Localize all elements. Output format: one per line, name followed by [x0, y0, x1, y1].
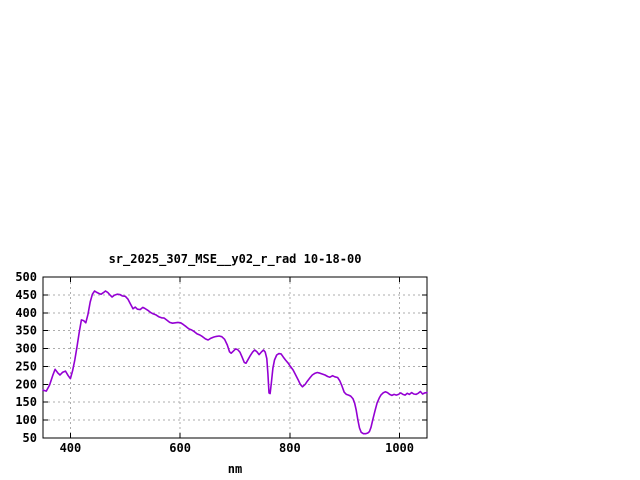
x-tick-label: 800 [279, 441, 301, 455]
y-tick-label: 150 [15, 395, 37, 409]
x-tick-label: 600 [169, 441, 191, 455]
y-tick-label: 500 [15, 270, 37, 284]
spectrum-line [42, 290, 428, 435]
x-tick-label: 400 [60, 441, 82, 455]
y-tick-label: 350 [15, 324, 37, 338]
y-tick-label: 100 [15, 413, 37, 427]
x-axis-label: nm [227, 462, 243, 476]
y-tick-label: 450 [15, 288, 37, 302]
y-tick-label: 300 [15, 342, 37, 356]
x-tick-label: 1000 [385, 441, 414, 455]
chart-title: sr_2025_307_MSE__y02_r_rad 10-18-00 [108, 252, 362, 266]
plot-border [42, 276, 428, 439]
y-tick-label: 50 [23, 431, 37, 445]
y-tick-label: 250 [15, 359, 37, 373]
y-tick-label: 400 [15, 306, 37, 320]
y-tick-label: 200 [15, 377, 37, 391]
